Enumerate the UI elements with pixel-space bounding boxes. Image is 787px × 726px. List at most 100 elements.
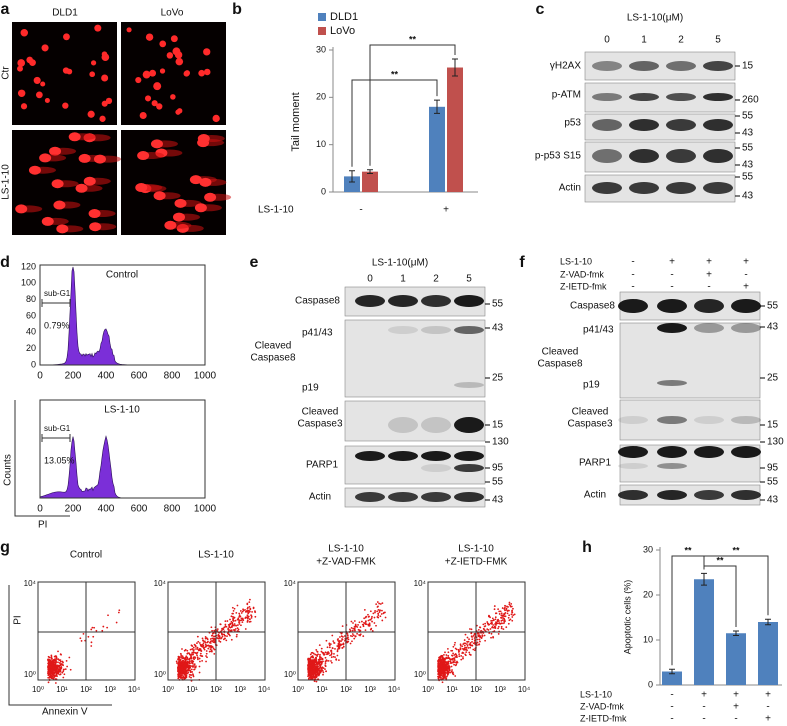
band — [731, 323, 761, 333]
event-dot — [213, 640, 216, 643]
comet-head — [198, 69, 205, 77]
event-dot — [194, 665, 197, 668]
event-dot — [318, 655, 321, 658]
comet-head — [15, 204, 28, 214]
event-dot — [439, 663, 442, 666]
event-dot — [205, 650, 208, 652]
event-dot — [188, 652, 190, 655]
event-dot — [437, 677, 440, 680]
plot-title: LS-1-10 — [104, 405, 140, 416]
treatment-sign: - — [744, 270, 747, 281]
comet-head — [90, 60, 97, 66]
event-dot — [337, 643, 340, 645]
event-dot — [358, 621, 361, 624]
event-dot — [324, 668, 326, 670]
event-dot — [447, 673, 449, 675]
treatment-sign: - — [670, 282, 673, 293]
condition-sign: - — [670, 702, 673, 713]
band — [454, 295, 484, 307]
event-dot — [313, 658, 316, 661]
comet-head — [203, 48, 211, 56]
event-dot — [370, 617, 373, 620]
event-dot — [476, 638, 479, 641]
event-dot — [204, 637, 207, 640]
event-dot — [468, 638, 470, 641]
event-dot — [497, 608, 500, 611]
y-tick-label: 10⁴ — [24, 579, 37, 588]
event-dot — [483, 634, 486, 637]
event-dot — [199, 660, 201, 663]
event-dot — [472, 648, 475, 651]
event-dot — [47, 681, 50, 684]
event-dot — [237, 617, 240, 620]
band — [592, 61, 622, 71]
error-bar — [434, 99, 440, 114]
event-dot — [327, 651, 330, 653]
comet-head — [89, 71, 96, 78]
marker-label: 43 — [492, 495, 504, 506]
event-dot — [353, 620, 356, 622]
y-tick-label: 10⁰ — [414, 670, 426, 679]
event-dot — [47, 661, 50, 664]
event-dot — [349, 642, 352, 645]
event-dot — [351, 640, 353, 643]
event-dot — [57, 669, 59, 672]
event-dot — [184, 648, 187, 651]
event-dot — [509, 618, 512, 621]
event-dot — [199, 643, 202, 646]
event-dot — [367, 615, 370, 618]
event-dot — [467, 640, 470, 643]
event-dot — [449, 662, 452, 665]
marker-label: 55 — [742, 111, 754, 122]
event-dot — [310, 656, 312, 659]
event-dot — [470, 632, 473, 635]
event-dot — [209, 648, 212, 651]
event-dot — [187, 666, 190, 669]
plot-frame — [39, 264, 206, 366]
band — [666, 119, 696, 131]
event-dot — [220, 636, 223, 639]
event-dot — [453, 654, 456, 656]
event-dot — [494, 626, 497, 628]
event-dot — [207, 640, 209, 643]
event-dot — [487, 629, 490, 631]
event-dot — [307, 670, 310, 672]
event-dot — [238, 612, 241, 615]
marker-label: 55 — [742, 143, 754, 154]
panel-label: a — [1, 1, 10, 18]
comet-head — [173, 212, 186, 222]
band — [388, 295, 418, 307]
event-dot — [505, 607, 508, 610]
event-dot — [192, 674, 195, 677]
comet-head — [39, 153, 52, 163]
event-dot — [196, 646, 199, 649]
event-dot — [437, 670, 439, 673]
plot-title: LS-1-10 — [458, 544, 494, 555]
event-dot — [248, 601, 251, 604]
event-dot — [500, 622, 503, 625]
band — [629, 61, 659, 71]
event-dot — [177, 676, 180, 678]
event-dot — [65, 659, 68, 662]
event-dot — [443, 675, 446, 678]
event-dot — [469, 646, 472, 649]
event-dot — [453, 661, 456, 663]
y-tick-label: 10⁰ — [24, 670, 36, 679]
event-dot — [79, 637, 82, 640]
event-dot — [325, 639, 328, 642]
event-dot — [459, 647, 462, 650]
event-dot — [319, 665, 322, 667]
x-tick-label: 10² — [470, 685, 482, 694]
y-tick-label: 20 — [316, 92, 326, 102]
treatment-label: Z-VAD-fmk — [560, 269, 604, 279]
marker-label: 15 — [742, 61, 754, 72]
event-dot — [312, 656, 315, 659]
event-dot — [54, 661, 57, 664]
event-dot — [199, 654, 202, 657]
blot-label: γH2AX — [550, 61, 581, 72]
event-dot — [511, 611, 514, 614]
event-dot — [347, 636, 349, 639]
event-dot — [315, 659, 318, 662]
condition-sign: - — [702, 714, 705, 725]
lane-label: 1 — [641, 35, 647, 46]
